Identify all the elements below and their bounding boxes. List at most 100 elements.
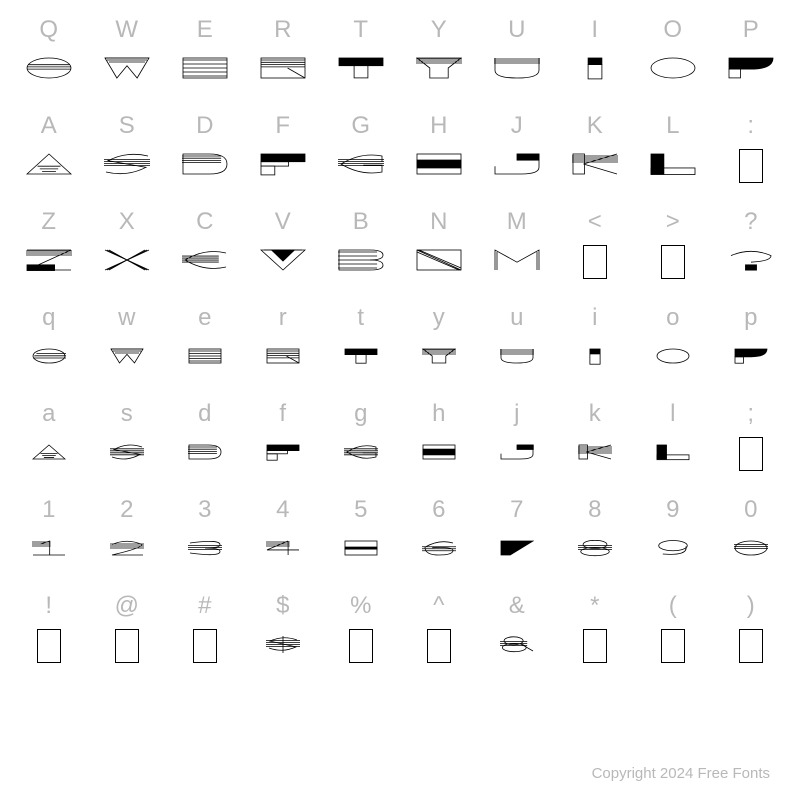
glyph-preview [23, 434, 75, 474]
character-label: N [430, 202, 448, 242]
character-cell: Q [10, 10, 88, 106]
glyph-preview [569, 338, 621, 378]
glyph-preview [257, 530, 309, 570]
glyph-preview [257, 50, 309, 90]
character-cell: ! [10, 586, 88, 682]
character-label: g [354, 394, 368, 434]
character-cell: N [400, 202, 478, 298]
character-label: @ [115, 586, 140, 626]
character-cell: S [88, 106, 166, 202]
glyph-preview [569, 146, 621, 186]
glyph-preview [101, 242, 153, 282]
character-cell: 2 [88, 490, 166, 586]
character-label: M [507, 202, 528, 242]
glyph-preview [413, 338, 465, 378]
character-cell: C [166, 202, 244, 298]
glyph-preview [335, 50, 387, 90]
character-cell: J [478, 106, 556, 202]
character-label: D [196, 106, 214, 146]
character-label: H [430, 106, 448, 146]
glyph-preview [725, 626, 777, 666]
character-row: QWERTYUIOP [10, 10, 790, 106]
glyph-preview [257, 146, 309, 186]
character-label: S [119, 106, 136, 146]
character-label: i [592, 298, 598, 338]
character-cell: < [556, 202, 634, 298]
character-label: 1 [42, 490, 56, 530]
glyph-preview [725, 146, 777, 186]
character-cell: 8 [556, 490, 634, 586]
character-label: 9 [666, 490, 680, 530]
glyph-preview [257, 242, 309, 282]
character-label: & [509, 586, 526, 626]
character-cell: 5 [322, 490, 400, 586]
character-cell: 7 [478, 490, 556, 586]
glyph-preview [179, 242, 231, 282]
character-cell: s [88, 394, 166, 490]
character-cell: T [322, 10, 400, 106]
glyph-preview [413, 530, 465, 570]
character-cell: o [634, 298, 712, 394]
character-cell: * [556, 586, 634, 682]
character-cell: ) [712, 586, 790, 682]
character-label: R [274, 10, 292, 50]
glyph-preview [179, 530, 231, 570]
character-label: J [511, 106, 524, 146]
character-label: f [279, 394, 286, 434]
character-cell: G [322, 106, 400, 202]
character-label: l [670, 394, 676, 434]
character-label: e [198, 298, 212, 338]
character-cell: p [712, 298, 790, 394]
character-cell: ( [634, 586, 712, 682]
glyph-preview [491, 50, 543, 90]
character-map-grid: QWERTYUIOPASDFGHJKL:ZXCVBNM<>?qwertyuiop… [0, 0, 800, 682]
glyph-preview [647, 626, 699, 666]
character-label: 4 [276, 490, 290, 530]
character-label: V [275, 202, 292, 242]
glyph-preview [647, 530, 699, 570]
glyph-preview [101, 434, 153, 474]
character-label: : [747, 106, 754, 146]
character-label: 0 [744, 490, 758, 530]
character-cell: Y [400, 10, 478, 106]
character-label: w [118, 298, 136, 338]
character-label: C [196, 202, 214, 242]
character-cell: h [400, 394, 478, 490]
character-label: h [432, 394, 446, 434]
glyph-preview [23, 146, 75, 186]
character-label: 6 [432, 490, 446, 530]
character-cell: 1 [10, 490, 88, 586]
glyph-preview [101, 626, 153, 666]
character-cell: 9 [634, 490, 712, 586]
character-label: 5 [354, 490, 368, 530]
glyph-preview [413, 434, 465, 474]
character-cell: @ [88, 586, 166, 682]
character-cell: % [322, 586, 400, 682]
glyph-preview [23, 338, 75, 378]
glyph-preview [647, 242, 699, 282]
character-cell: 6 [400, 490, 478, 586]
character-label: L [666, 106, 680, 146]
character-cell: & [478, 586, 556, 682]
character-label: F [275, 106, 290, 146]
character-cell: L [634, 106, 712, 202]
character-label: Z [41, 202, 56, 242]
character-cell: # [166, 586, 244, 682]
glyph-preview [257, 338, 309, 378]
glyph-preview [647, 434, 699, 474]
character-cell: d [166, 394, 244, 490]
character-label: y [433, 298, 446, 338]
character-cell: t [322, 298, 400, 394]
character-label: q [42, 298, 56, 338]
character-cell: u [478, 298, 556, 394]
character-cell: R [244, 10, 322, 106]
character-row: asdfghjkl; [10, 394, 790, 490]
glyph-preview [413, 50, 465, 90]
glyph-preview [23, 626, 75, 666]
glyph-preview [413, 146, 465, 186]
character-row: !@#$%^&*() [10, 586, 790, 682]
character-label: ; [747, 394, 754, 434]
character-label: W [115, 10, 138, 50]
copyright-footer: Copyright 2024 Free Fonts [592, 765, 770, 782]
character-cell: > [634, 202, 712, 298]
